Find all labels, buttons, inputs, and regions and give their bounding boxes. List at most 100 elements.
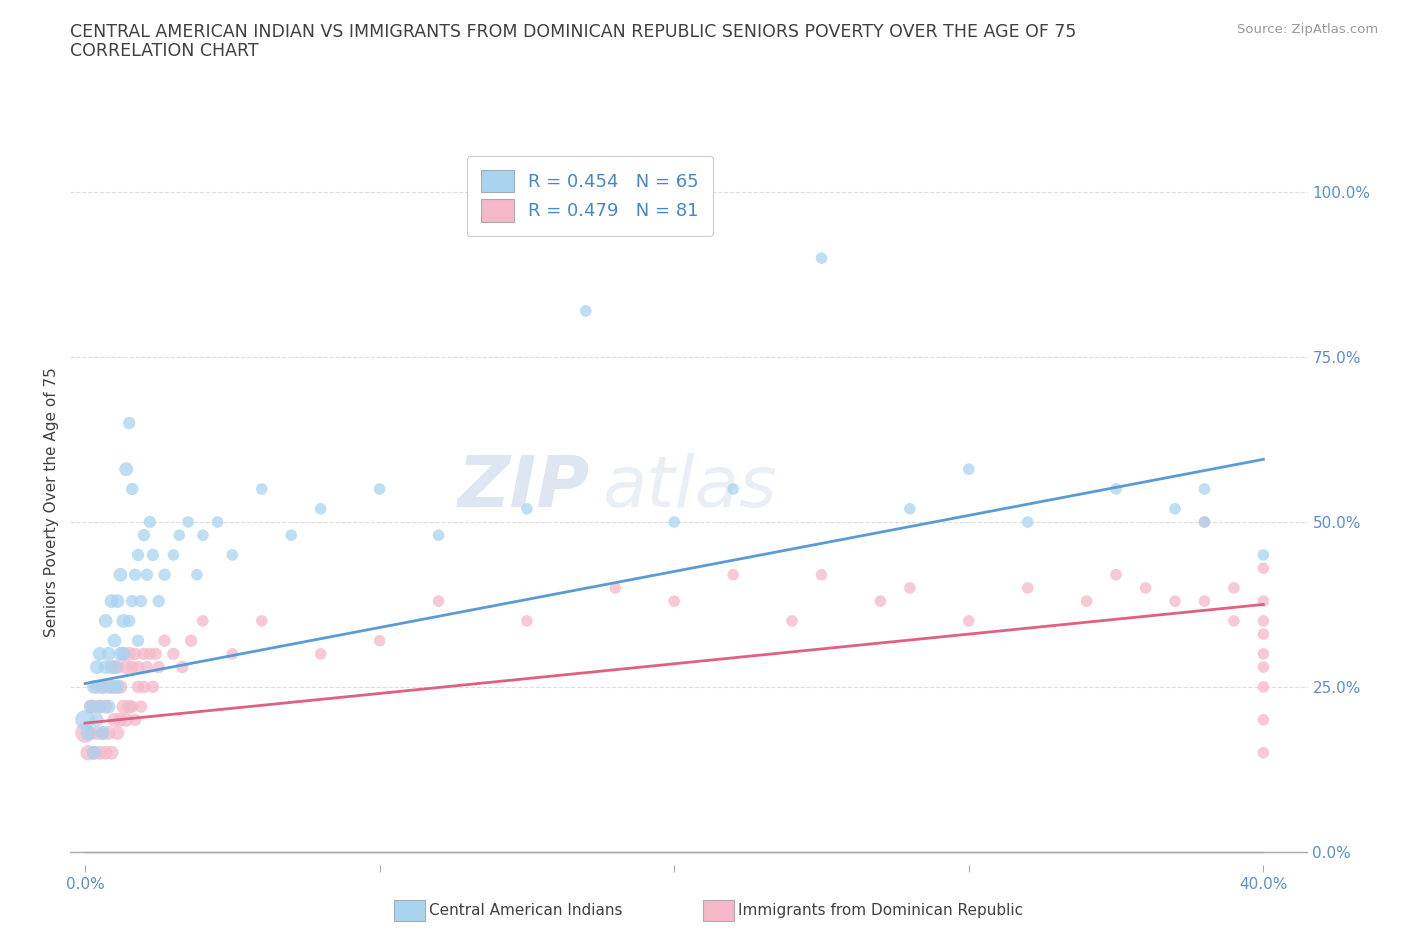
Point bbox=[115, 712, 138, 727]
Point bbox=[100, 593, 122, 608]
Point bbox=[139, 646, 162, 661]
Point bbox=[94, 614, 117, 629]
Point bbox=[129, 593, 152, 608]
Point bbox=[153, 567, 176, 582]
Legend: R = 0.454   N = 65, R = 0.479   N = 81: R = 0.454 N = 65, R = 0.479 N = 81 bbox=[467, 156, 713, 236]
Point bbox=[110, 567, 132, 582]
Point bbox=[77, 745, 100, 760]
Point bbox=[73, 712, 96, 727]
Point bbox=[107, 680, 129, 695]
Point bbox=[721, 482, 744, 497]
Point bbox=[721, 567, 744, 582]
Point bbox=[132, 527, 155, 542]
Point bbox=[1253, 548, 1275, 563]
Point bbox=[132, 680, 155, 695]
Point bbox=[153, 633, 176, 648]
Point bbox=[1164, 593, 1187, 608]
Point bbox=[127, 548, 149, 563]
Point bbox=[148, 593, 170, 608]
Point bbox=[86, 659, 108, 674]
Point bbox=[1253, 561, 1275, 576]
Point bbox=[1017, 514, 1039, 529]
Point bbox=[207, 514, 229, 529]
Point bbox=[309, 646, 332, 661]
Point bbox=[118, 699, 141, 714]
Point bbox=[115, 462, 138, 477]
Point bbox=[162, 548, 184, 563]
Point bbox=[1017, 580, 1039, 595]
Point bbox=[191, 614, 214, 629]
Point bbox=[77, 725, 100, 740]
Point bbox=[89, 745, 111, 760]
Text: Source: ZipAtlas.com: Source: ZipAtlas.com bbox=[1237, 23, 1378, 36]
Point bbox=[664, 593, 686, 608]
Point bbox=[148, 659, 170, 674]
Point bbox=[121, 659, 143, 674]
Point bbox=[135, 567, 157, 582]
Point bbox=[124, 567, 146, 582]
Point bbox=[221, 646, 243, 661]
Point bbox=[97, 725, 120, 740]
Point bbox=[221, 548, 243, 563]
Point bbox=[1194, 593, 1216, 608]
Point bbox=[1223, 614, 1246, 629]
Point bbox=[957, 462, 980, 477]
Point bbox=[1253, 593, 1275, 608]
Point bbox=[89, 699, 111, 714]
Point bbox=[139, 514, 162, 529]
Point bbox=[97, 699, 120, 714]
Point bbox=[97, 646, 120, 661]
Point bbox=[112, 646, 135, 661]
Point bbox=[100, 680, 122, 695]
Point bbox=[898, 580, 921, 595]
Point bbox=[118, 646, 141, 661]
Point bbox=[121, 482, 143, 497]
Point bbox=[103, 659, 125, 674]
Point bbox=[1253, 712, 1275, 727]
Point bbox=[83, 680, 105, 695]
Point bbox=[1194, 482, 1216, 497]
Text: CENTRAL AMERICAN INDIAN VS IMMIGRANTS FROM DOMINICAN REPUBLIC SENIORS POVERTY OV: CENTRAL AMERICAN INDIAN VS IMMIGRANTS FR… bbox=[70, 23, 1077, 41]
Point bbox=[1253, 659, 1275, 674]
Point bbox=[127, 633, 149, 648]
Point bbox=[110, 680, 132, 695]
Point bbox=[250, 614, 273, 629]
Point bbox=[100, 745, 122, 760]
Point bbox=[135, 659, 157, 674]
Point bbox=[169, 527, 191, 542]
Point bbox=[1253, 614, 1275, 629]
Point bbox=[127, 680, 149, 695]
Point bbox=[89, 699, 111, 714]
Point bbox=[1253, 680, 1275, 695]
Text: Immigrants from Dominican Republic: Immigrants from Dominican Republic bbox=[738, 903, 1024, 918]
Point bbox=[309, 501, 332, 516]
Point bbox=[100, 659, 122, 674]
Point bbox=[80, 725, 103, 740]
Point bbox=[575, 303, 598, 318]
Point bbox=[1194, 514, 1216, 529]
Point bbox=[1194, 514, 1216, 529]
Point bbox=[80, 699, 103, 714]
Point bbox=[112, 699, 135, 714]
Point bbox=[94, 659, 117, 674]
Point bbox=[91, 680, 114, 695]
Point bbox=[107, 659, 129, 674]
Point bbox=[83, 745, 105, 760]
Point bbox=[94, 699, 117, 714]
Text: ZIP: ZIP bbox=[458, 453, 591, 522]
Point bbox=[162, 646, 184, 661]
Point bbox=[605, 580, 627, 595]
Point bbox=[1076, 593, 1098, 608]
Point bbox=[115, 659, 138, 674]
Point bbox=[121, 593, 143, 608]
Point bbox=[124, 712, 146, 727]
Point bbox=[516, 614, 538, 629]
Text: atlas: atlas bbox=[602, 453, 778, 522]
Point bbox=[145, 646, 167, 661]
Point bbox=[107, 725, 129, 740]
Point bbox=[118, 614, 141, 629]
Point bbox=[142, 680, 165, 695]
Point bbox=[427, 593, 450, 608]
Point bbox=[142, 548, 165, 563]
Point bbox=[186, 567, 208, 582]
